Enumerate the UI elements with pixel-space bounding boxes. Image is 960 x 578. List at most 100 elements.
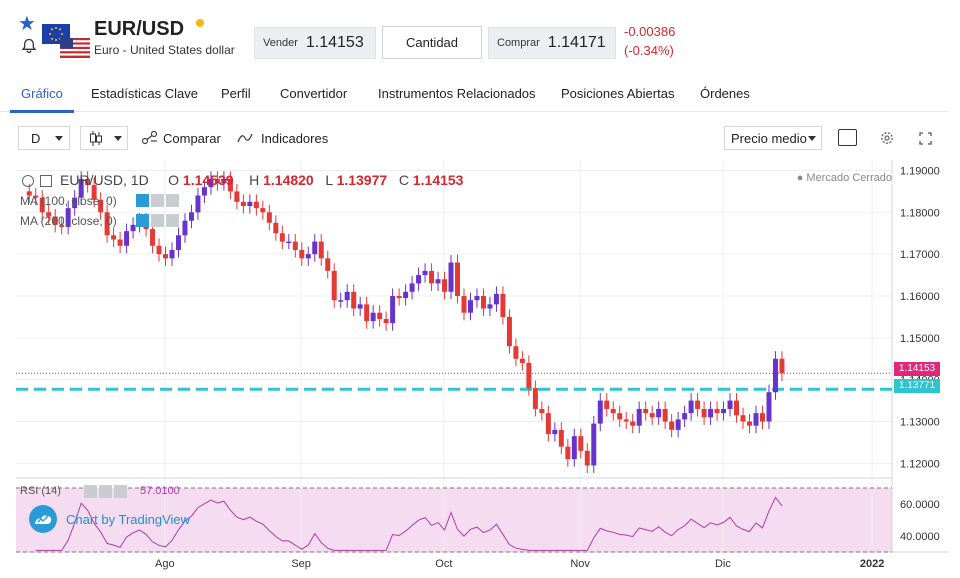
- chart-canvas[interactable]: 1.190001.180001.170001.160001.150001.140…: [16, 160, 948, 578]
- candle-body: [240, 201, 246, 207]
- tab-estadisticas-clave[interactable]: Estadísticas Clave: [91, 86, 198, 101]
- candle-body: [675, 419, 681, 430]
- candle-body: [558, 429, 564, 447]
- legend-l-label: L: [325, 172, 333, 188]
- candle-body: [266, 212, 272, 223]
- tab-convertidor[interactable]: Convertidor: [280, 86, 348, 101]
- candle-body: [65, 208, 71, 227]
- candle-body: [357, 304, 363, 309]
- tab-instrumentos-relacionados[interactable]: Instrumentos Relacionados: [378, 86, 536, 101]
- candle-body: [39, 197, 45, 213]
- candle-body: [227, 178, 233, 192]
- candle-body: [630, 421, 636, 426]
- interval-select[interactable]: D: [18, 126, 70, 150]
- expand-icon[interactable]: [919, 132, 932, 145]
- tab-grafico[interactable]: Gráfico: [21, 86, 63, 101]
- candle-body: [455, 262, 461, 296]
- candle-body: [78, 178, 84, 198]
- candle-body: [253, 201, 259, 209]
- sell-price-button[interactable]: Vender 1.14153: [254, 27, 376, 59]
- candle-body: [448, 262, 454, 292]
- remove-icon[interactable]: [166, 194, 179, 207]
- candle-body: [662, 408, 668, 422]
- candle-body: [169, 249, 175, 259]
- candle-body: [312, 241, 318, 255]
- candle-body: [519, 358, 525, 363]
- remove-icon[interactable]: [166, 214, 179, 227]
- price-chart[interactable]: 1.190001.180001.170001.160001.150001.140…: [16, 160, 948, 578]
- gear-icon[interactable]: [879, 130, 895, 146]
- candle-body: [221, 178, 227, 184]
- candle-body: [779, 358, 785, 374]
- buy-price-button[interactable]: Comprar 1.14171: [488, 27, 616, 59]
- chart-type-select[interactable]: [80, 126, 128, 150]
- minimize-square-icon[interactable]: [40, 175, 52, 187]
- settings-icon[interactable]: [151, 194, 164, 207]
- compare-icon[interactable]: [141, 130, 159, 146]
- tab-bar: Gráfico Estadísticas Clave Perfil Conver…: [0, 78, 948, 112]
- current-price-tag: 1.14153: [894, 362, 940, 376]
- alert-bell-icon[interactable]: [21, 38, 37, 54]
- candle-body: [480, 295, 486, 309]
- sell-price: 1.14153: [305, 34, 364, 51]
- candle-body: [26, 191, 32, 196]
- rsi-line: [35, 496, 783, 551]
- level-price-tag: 1.13771: [894, 379, 940, 393]
- tradingview-watermark[interactable]: Chart by TradingView: [28, 504, 190, 534]
- eye-icon[interactable]: [84, 485, 97, 498]
- compare-button[interactable]: Comparar: [163, 131, 221, 146]
- candle-body: [435, 279, 441, 284]
- rsi-tick-label: 40.0000: [900, 531, 940, 543]
- legend-h-label: H: [249, 172, 260, 188]
- candle-body: [286, 241, 292, 244]
- favorite-star-icon[interactable]: ★: [18, 13, 36, 35]
- ohlc-legend: EUR/USD, 1D O 1.14539 H 1.14820 L 1.1397…: [60, 172, 463, 188]
- candle-body: [493, 293, 499, 305]
- candle-body: [130, 224, 136, 232]
- candle-body: [104, 212, 110, 236]
- price-tick-label: 1.19000: [900, 165, 940, 177]
- price-tick-label: 1.16000: [900, 291, 940, 303]
- eur-usd-flags-icon: [42, 24, 90, 58]
- eye-icon[interactable]: [136, 194, 149, 207]
- tab-ordenes[interactable]: Órdenes: [700, 86, 750, 101]
- fullscreen-box-icon[interactable]: [838, 129, 857, 146]
- candle-body: [714, 408, 720, 414]
- price-tick-label: 1.12000: [900, 458, 940, 470]
- candle-body: [610, 408, 616, 414]
- candlestick-icon: [90, 131, 102, 146]
- candle-body: [98, 199, 104, 213]
- indicators-button[interactable]: Indicadores: [261, 131, 329, 146]
- active-tab-underline: [10, 110, 74, 113]
- candle-body: [117, 239, 123, 246]
- market-closed-status: ● Mercado Cerrado: [796, 172, 892, 184]
- candle-body: [72, 197, 78, 209]
- eye-icon[interactable]: [136, 214, 149, 227]
- candle-body: [429, 270, 435, 284]
- price-change-pct: (-0.34%): [624, 43, 674, 58]
- price-type-select[interactable]: Precio medio: [724, 126, 822, 150]
- candle-body: [163, 254, 169, 259]
- settings-icon[interactable]: [99, 485, 112, 498]
- candle-body: [747, 421, 753, 426]
- price-tick-label: 1.13000: [900, 417, 940, 429]
- remove-icon[interactable]: [114, 485, 127, 498]
- time-tick-label: Oct: [435, 558, 452, 570]
- chevron-down-icon: [114, 136, 122, 141]
- tab-posiciones-abiertas[interactable]: Posiciones Abiertas: [561, 86, 675, 101]
- rsi-label: RSI (14): [20, 485, 61, 497]
- collapse-chevron-icon[interactable]: [22, 175, 34, 187]
- settings-icon[interactable]: [151, 214, 164, 227]
- ma200-legend: MA (200, close, 0): [20, 214, 117, 228]
- candle-body: [260, 208, 266, 213]
- tab-perfil[interactable]: Perfil: [221, 86, 251, 101]
- candle-body: [766, 392, 772, 422]
- candle-body: [695, 400, 701, 409]
- price-change: -0.00386 (-0.34%): [624, 22, 675, 60]
- candle-body: [506, 316, 512, 347]
- indicators-icon[interactable]: [237, 132, 253, 144]
- candle-body: [46, 212, 52, 217]
- quantity-input[interactable]: Cantidad: [382, 26, 482, 59]
- candle-body: [532, 388, 538, 409]
- candle-body: [500, 293, 506, 317]
